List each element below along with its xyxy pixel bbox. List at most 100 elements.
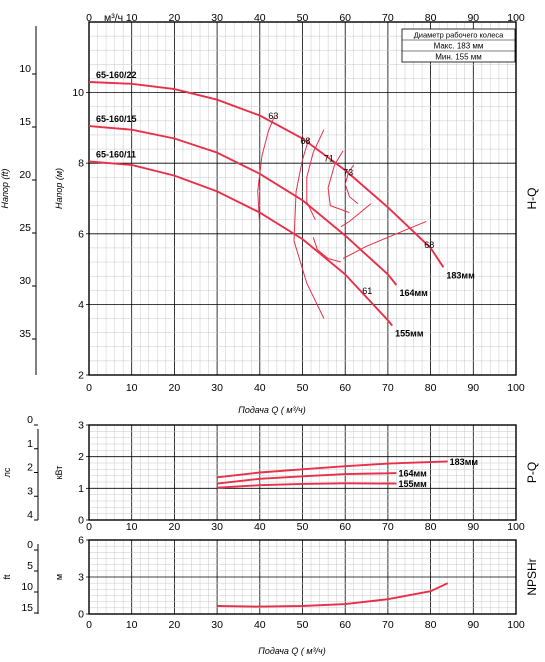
series-name-label: 65-160/11 [96, 149, 136, 159]
y-tick-label: 10 [72, 87, 84, 99]
y-tick-label: 2 [78, 451, 84, 463]
legend-max: Макс. 183 мм [434, 42, 484, 51]
efficiency-label: 68 [300, 136, 310, 146]
x-tick-label: 30 [211, 382, 223, 394]
plot-frame [88, 424, 517, 521]
pq-hp-tick-label: 0 [27, 414, 33, 426]
pq-hp-tick-label: 4 [27, 509, 33, 521]
x-tick-label: 70 [382, 521, 394, 533]
npsh-ft-tick-label: 10 [21, 581, 33, 593]
pq-curve-2 [217, 482, 397, 489]
x-tick-label: 50 [297, 382, 309, 394]
npsh-curve-0 [217, 582, 449, 608]
x-tick-label: 10 [126, 521, 138, 533]
top-x-tick-label: 40 [254, 12, 266, 24]
y2-axis-title: лс [2, 467, 12, 477]
x-axis-title: Подача Q ( м³/ч) [238, 405, 305, 415]
x-tick-label: 60 [339, 619, 351, 631]
x-tick-label: 90 [467, 619, 479, 631]
y-tick-label: 3 [78, 572, 84, 584]
y-tick-label: 6 [78, 535, 84, 547]
x-tick-label: 50 [297, 521, 309, 533]
efficiency-label: 63 [268, 111, 278, 121]
efficiency-contour-4 [344, 164, 359, 205]
pq-curve-0 [216, 460, 448, 479]
top-x-tick-label: 60 [339, 12, 351, 24]
efficiency-label: 61 [362, 286, 372, 296]
efficiency-contour-1 [293, 138, 325, 319]
efficiency-contour-7 [340, 203, 372, 228]
x-tick-label: 40 [254, 619, 266, 631]
x-tick-label: 80 [425, 619, 437, 631]
x-tick-label: 90 [467, 521, 479, 533]
hq-ft-tick-label: 10 [19, 63, 31, 75]
x-axis-title: Подача Q ( м³/ч) [258, 646, 325, 656]
y-tick-label: 4 [78, 299, 84, 311]
y-tick-label: 0 [78, 515, 84, 527]
legend-min: Мин. 155 мм [435, 53, 482, 62]
hq-ft-tick-label: 35 [19, 328, 31, 340]
x-tick-label: 10 [126, 382, 138, 394]
x-tick-label: 100 [507, 521, 525, 533]
hq-ft-tick-label: 30 [19, 275, 31, 287]
efficiency-contour-3 [327, 150, 350, 214]
y-tick-label: 6 [78, 228, 84, 240]
y-tick-label: 2 [78, 370, 84, 382]
x-tick-label: 40 [254, 521, 266, 533]
power-curve-label: 164мм [398, 469, 427, 479]
y-tick-label: 1 [78, 483, 84, 495]
pq-hp-tick-label: 1 [27, 438, 33, 450]
x-tick-label: 70 [382, 619, 394, 631]
efficiency-label: 68 [424, 240, 434, 250]
x-tick-label: 80 [425, 382, 437, 394]
y-tick-label: 3 [78, 420, 84, 432]
efficiency-contour-0 [257, 115, 276, 227]
x-tick-label: 0 [86, 382, 92, 394]
x-tick-label: 30 [211, 619, 223, 631]
x-tick-label: 0 [86, 619, 92, 631]
side-label: H-Q [525, 188, 539, 210]
x-tick-label: 20 [169, 619, 181, 631]
x-tick-label: 60 [339, 521, 351, 533]
series-name-label: 65-160/22 [96, 70, 137, 80]
top-x-tick-label: 50 [297, 12, 309, 24]
efficiency-contour-5 [312, 237, 342, 263]
power-curve-label: 155мм [398, 479, 427, 489]
efficiency-label: 73 [343, 168, 353, 178]
x-tick-label: 100 [507, 619, 525, 631]
top-x-tick-label: 20 [169, 12, 181, 24]
efficiency-label: 71 [324, 153, 334, 163]
x-tick-label: 30 [211, 521, 223, 533]
x-tick-label: 80 [425, 521, 437, 533]
y-axis-title: м [54, 574, 64, 580]
npsh-ft-tick-label: 15 [21, 602, 33, 614]
hq-panel: 0 10 20 30 40 50 60 70 80 90 100 м³/ч 0 10 20 30 40 50 60 7… [0, 12, 539, 415]
y-tick-label: 8 [78, 158, 84, 170]
y2-axis-title: ft [2, 574, 12, 580]
x-tick-label: 0 [86, 521, 92, 533]
pq-hp-tick-label: 2 [27, 462, 33, 474]
npsh-ft-tick-label: 0 [27, 539, 33, 551]
hq-curve-0 [88, 81, 445, 268]
y2-axis-title: Напор (ft) [0, 169, 10, 209]
x-tick-label: 40 [254, 382, 266, 394]
side-label: P-Q [525, 462, 539, 483]
top-x-tick-label: 100 [507, 12, 525, 24]
diameter-label: 164мм [399, 288, 428, 298]
top-axis-unit: м³/ч [104, 12, 123, 24]
top-x-tick-label: 30 [211, 12, 223, 24]
efficiency-contour-6 [342, 220, 427, 259]
legend-box [401, 28, 516, 63]
hq-ft-tick-label: 25 [19, 222, 31, 234]
plot-frame [88, 21, 517, 376]
power-curve-label: 183мм [450, 457, 479, 467]
x-tick-label: 50 [297, 619, 309, 631]
npsh-panel: 0 10 20 30 40 50 60 70 80 90 100036151050мftПодача… [2, 535, 539, 657]
hq-ft-tick-label: 15 [19, 116, 31, 128]
diameter-label: 155мм [395, 329, 424, 339]
y-axis-title: кВт [54, 466, 64, 480]
x-tick-label: 20 [169, 521, 181, 533]
x-tick-label: 90 [467, 382, 479, 394]
x-tick-label: 60 [339, 382, 351, 394]
